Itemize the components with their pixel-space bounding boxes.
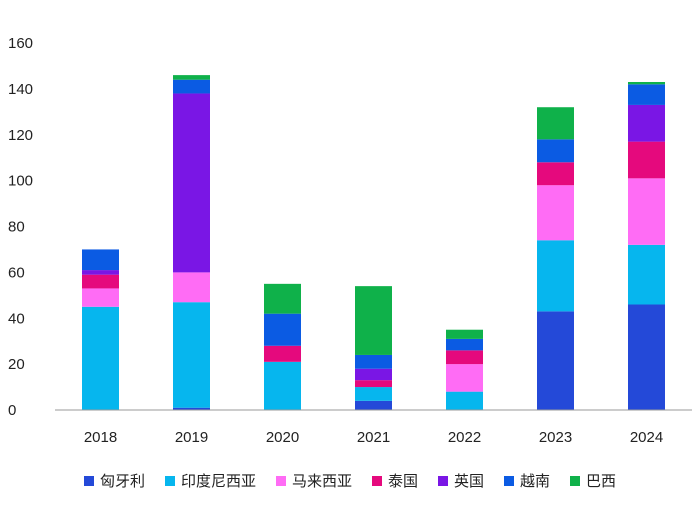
bar-segment: [628, 104, 665, 142]
legend: 匈牙利 印度尼西亚 马来西亚 泰国 英国 越南 巴西: [0, 470, 700, 491]
bar-segment: [355, 400, 392, 410]
bar-segment: [264, 345, 301, 362]
bar-segment: [446, 391, 483, 410]
x-tick-label: 2021: [357, 429, 390, 446]
bar-segment: [537, 311, 574, 410]
y-tick-label: 120: [8, 127, 33, 144]
bar-segment: [355, 354, 392, 369]
bar-segment: [355, 286, 392, 355]
bar-segment: [537, 240, 574, 312]
bar-segment: [82, 274, 119, 289]
legend-label: 马来西亚: [291, 472, 352, 490]
bar-segment: [173, 75, 210, 80]
bar-segment: [173, 407, 210, 410]
bar-segment: [173, 272, 210, 303]
x-tick-label: 2024: [630, 429, 663, 446]
y-tick-label: 100: [8, 173, 33, 190]
bar-segment: [628, 81, 665, 85]
y-tick-label: 20: [8, 356, 25, 373]
legend-swatch: [371, 475, 382, 486]
x-tick-label: 2020: [266, 429, 299, 446]
legend-item: 印度尼西亚: [164, 470, 256, 491]
x-axis: 2018 2019 2020 2021 2022 2023 2024: [84, 429, 663, 446]
legend-item: 越南: [504, 470, 550, 491]
bar-segment: [173, 302, 210, 408]
x-tick-label: 2019: [175, 429, 208, 446]
legend-item: 马来西亚: [275, 470, 352, 491]
bar-segment: [537, 139, 574, 163]
bar-segment: [355, 380, 392, 388]
bar-segment: [628, 304, 665, 410]
bar-segment: [628, 141, 665, 179]
legend-label: 匈牙利: [99, 472, 145, 490]
y-tick-label: 160: [8, 35, 33, 52]
bar-segment: [264, 361, 301, 410]
bar-segment: [82, 288, 119, 307]
y-tick-label: 0: [8, 402, 16, 419]
bar-segment: [173, 79, 210, 94]
bars: [82, 75, 665, 410]
legend-label: 巴西: [586, 472, 617, 490]
bar-segment: [173, 93, 210, 273]
y-tick-label: 40: [8, 310, 25, 327]
y-axis: 0 20 40 60 80 100 120 140 160: [8, 35, 33, 419]
legend-swatch: [275, 475, 286, 486]
legend-swatch: [83, 475, 94, 486]
bar-segment: [628, 178, 665, 245]
x-tick-label: 2018: [84, 429, 117, 446]
legend-swatch: [504, 475, 515, 486]
bar-segment: [446, 364, 483, 392]
bar-segment: [446, 350, 483, 365]
bar-segment: [446, 329, 483, 339]
bar-segment: [82, 306, 119, 410]
legend-label: 越南: [520, 472, 551, 490]
legend-swatch: [570, 475, 581, 486]
bar-segment: [628, 244, 665, 305]
bar-segment: [355, 387, 392, 401]
legend-label: 印度尼西亚: [180, 472, 256, 490]
legend-item: 匈牙利: [83, 470, 145, 491]
legend-label: 泰国: [387, 472, 418, 490]
bar-segment: [537, 107, 574, 140]
legend-item: 泰国: [371, 470, 418, 491]
y-tick-label: 60: [8, 264, 25, 281]
bar-segment: [628, 84, 665, 105]
legend-item: 巴西: [570, 470, 616, 491]
legend-label: 英国: [454, 472, 485, 490]
bar-segment: [264, 313, 301, 346]
bar-segment: [537, 185, 574, 241]
bar-segment: [264, 283, 301, 314]
bar-segment: [82, 270, 119, 275]
legend-swatch: [438, 475, 448, 486]
y-tick-label: 140: [8, 81, 33, 98]
legend-swatch: [164, 475, 175, 486]
bar-segment: [537, 162, 574, 186]
legend-item: 英国: [438, 470, 484, 491]
bar-segment: [355, 368, 392, 381]
bar-segment: [82, 249, 119, 271]
y-tick-label: 80: [8, 219, 25, 236]
x-tick-label: 2022: [448, 429, 481, 446]
bar-segment: [446, 338, 483, 351]
x-tick-label: 2023: [539, 429, 572, 446]
